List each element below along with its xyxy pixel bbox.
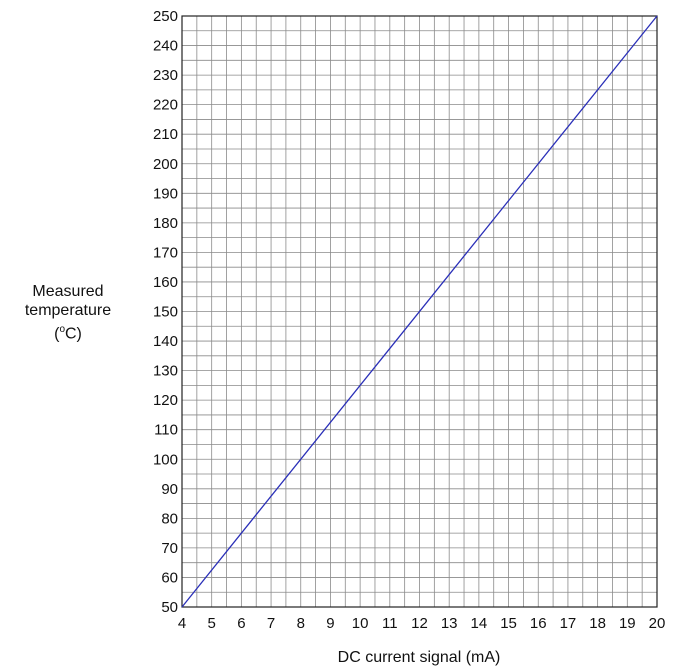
y-tick-label: 240: [153, 38, 178, 55]
x-tick-label: 6: [237, 615, 245, 632]
series-layer: [181, 15, 658, 608]
y-tick-label: 230: [153, 67, 178, 84]
y-tick-label: 140: [153, 333, 178, 350]
x-tick-label: 8: [297, 615, 305, 632]
x-tick-labels: 4 5 6 7 8 9 10 11 12 13 14 15 16 17 18 19 20: [178, 615, 666, 632]
x-tick-label: 12: [411, 615, 428, 632]
x-tick-label: 17: [560, 615, 577, 632]
y-tick-label: 180: [153, 215, 178, 232]
x-tick-label: 14: [471, 615, 488, 632]
x-tick-label: 10: [352, 615, 369, 632]
y-tick-label: 90: [161, 481, 178, 498]
y-axis-label-line-3: (oC): [54, 324, 82, 343]
x-tick-label: 5: [208, 615, 216, 632]
y-tick-label: 120: [153, 392, 178, 409]
grid: [181, 15, 658, 608]
y-tick-labels: 50 60 70 80 90 100 110 120 130 140 150 160 170 180 190…: [153, 8, 178, 616]
y-tick-label: 60: [161, 569, 178, 586]
x-tick-label: 11: [382, 615, 398, 632]
x-tick-label: 19: [619, 615, 636, 632]
y-tick-label: 160: [153, 274, 178, 291]
y-tick-label: 200: [153, 156, 178, 173]
y-tick-label: 100: [153, 451, 178, 468]
y-tick-label: 130: [153, 363, 178, 380]
y-axis-label-line-1: Measured: [32, 283, 104, 300]
y-tick-label: 150: [153, 304, 178, 321]
x-tick-label: 9: [326, 615, 334, 632]
x-tick-label: 20: [649, 615, 666, 632]
x-tick-label: 4: [178, 615, 186, 632]
y-tick-label: 70: [161, 540, 178, 557]
x-tick-label: 13: [441, 615, 458, 632]
y-tick-label: 220: [153, 97, 178, 114]
y-tick-label: 250: [153, 8, 178, 25]
x-tick-label: 15: [500, 615, 517, 632]
y-tick-label: 170: [153, 244, 178, 261]
y-tick-label: 190: [153, 185, 178, 202]
y-tick-label: 110: [154, 422, 178, 439]
x-tick-label: 7: [267, 615, 275, 632]
y-axis-label: Measured temperature (oC): [8, 282, 128, 343]
x-tick-label: 18: [589, 615, 606, 632]
y-axis-label-line-2: temperature: [24, 302, 112, 319]
y-tick-label: 50: [161, 599, 178, 616]
series-line-1: [181, 15, 658, 608]
x-axis-label: DC current signal (mA): [338, 649, 501, 666]
x-tick-label: 16: [530, 615, 547, 632]
plot-border: [181, 15, 658, 608]
y-tick-label: 80: [161, 510, 178, 527]
y-tick-label: 210: [153, 126, 178, 143]
